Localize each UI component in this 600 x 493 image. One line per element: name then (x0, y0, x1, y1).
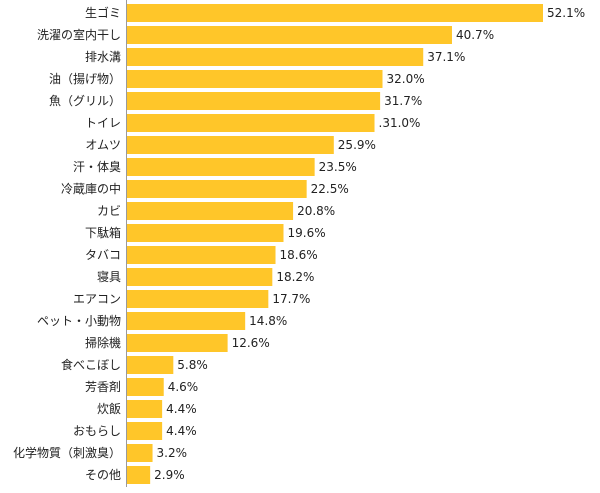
category-label: オムツ (85, 138, 121, 152)
value-label-group: 52.1% 40.7% 37.1%32.0% 31.7% .31.0%25.9% 23.5… (154, 6, 585, 482)
value-label: 12.6% (232, 336, 270, 350)
value-label: 18.6% (280, 248, 318, 262)
value-label: 19.6% (287, 226, 325, 240)
bar (127, 246, 276, 264)
value-label: 20.8% (297, 204, 335, 218)
category-label: その他 (85, 468, 121, 482)
value-label: 23.5% (319, 160, 357, 174)
bar (127, 422, 163, 440)
bar (127, 334, 228, 352)
bar (127, 268, 273, 286)
category-label: 芳香剤 (85, 379, 121, 394)
category-label: 寝具 (97, 269, 121, 284)
value-label: 2.9% (154, 468, 185, 482)
category-label: 汗・体臭 (73, 159, 121, 174)
bar (127, 290, 269, 308)
category-label: 炊飯 (97, 401, 121, 416)
category-label: 掃除機 (85, 335, 121, 350)
bar (127, 48, 424, 66)
category-label: おもらし (73, 424, 121, 438)
value-label: 31.7% (384, 94, 422, 108)
bar (127, 466, 151, 484)
category-label: トイレ (85, 116, 121, 130)
bar (127, 312, 246, 330)
category-label: 洗濯の室内干し (37, 27, 121, 42)
value-label: 40.7% (456, 28, 494, 42)
value-label: 52.1% (547, 6, 585, 20)
category-label: 食べこぼし (61, 357, 121, 372)
bar (127, 400, 163, 418)
category-label: 冷蔵庫の中 (61, 181, 121, 196)
value-label: 5.8% (177, 358, 208, 372)
category-label: 排水溝 (85, 50, 121, 64)
category-label: ペット・小動物 (37, 314, 121, 328)
bar-group (127, 4, 543, 484)
bar (127, 180, 307, 198)
value-label: .31.0% (379, 116, 421, 130)
value-label: 4.6% (168, 380, 199, 394)
category-label: 生ゴミ (85, 5, 121, 20)
category-label: 下駄箱 (85, 225, 121, 240)
value-label: 32.0% (387, 72, 425, 86)
bar (127, 92, 381, 110)
value-label: 17.7% (272, 292, 310, 306)
value-label: 22.5% (311, 182, 349, 196)
category-label: タバコ (85, 248, 121, 262)
bar (127, 114, 375, 132)
bar (127, 136, 334, 154)
value-label: 3.2% (157, 446, 188, 460)
value-label: 37.1% (427, 50, 465, 64)
value-label: 4.4% (166, 402, 197, 416)
category-label: 魚（グリル） (49, 94, 121, 108)
bar (127, 158, 315, 176)
category-label: 化学物質（刺激臭） (13, 445, 121, 460)
value-label: 4.4% (166, 424, 197, 438)
category-label: カビ (97, 204, 121, 218)
category-label: エアコン (73, 292, 121, 306)
bar (127, 224, 284, 242)
bar (127, 4, 543, 22)
value-label: 18.2% (276, 270, 314, 284)
bar (127, 444, 153, 462)
bar (127, 26, 452, 44)
bar (127, 356, 174, 374)
value-label: 14.8% (249, 314, 287, 328)
bar (127, 202, 294, 220)
bar (127, 378, 164, 396)
category-label: 油（揚げ物） (49, 72, 121, 86)
bar (127, 70, 383, 88)
value-label: 25.9% (338, 138, 376, 152)
